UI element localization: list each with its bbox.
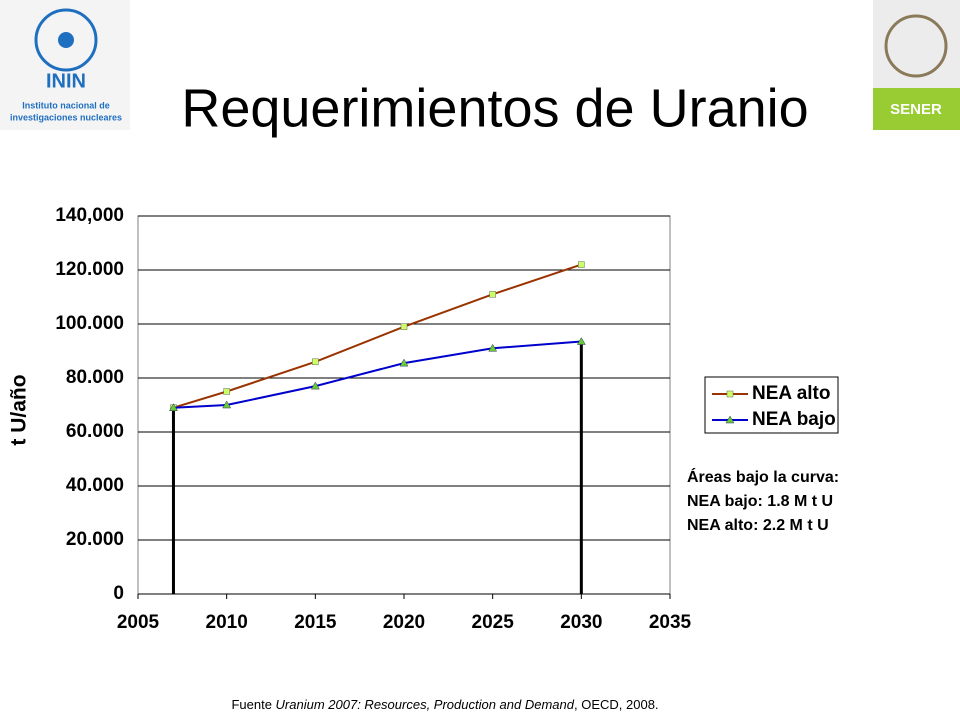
y-tick-label: 80.000 — [66, 367, 124, 388]
marker — [578, 261, 585, 268]
marker — [310, 381, 320, 390]
marker — [169, 403, 178, 411]
marker — [400, 323, 408, 330]
x-tick-label: 2025 — [472, 612, 515, 633]
marker — [222, 400, 232, 409]
y-tick-label: 140,000 — [55, 205, 124, 226]
y-tick-label: 60.000 — [66, 421, 124, 442]
sener-emblem — [884, 14, 948, 78]
y-tick-label: 20.000 — [66, 529, 124, 550]
marker — [489, 291, 496, 298]
inin-emblem — [34, 8, 98, 72]
y-axis-label: t U/año — [8, 374, 31, 445]
legend-marker — [725, 415, 735, 424]
x-tick-label: 2035 — [649, 612, 692, 633]
marker — [223, 388, 230, 395]
annotation: NEA bajo: 1.8 M t U — [687, 493, 833, 510]
legend-marker — [726, 390, 734, 398]
marker — [488, 343, 498, 352]
x-tick-label: 2010 — [206, 612, 248, 633]
y-tick-label: 0 — [113, 583, 124, 604]
x-tick-label: 2020 — [383, 612, 425, 633]
source-prefix: Fuente — [231, 697, 275, 712]
x-tick-label: 2030 — [560, 612, 602, 633]
source-suffix: , OECD, 2008. — [574, 697, 659, 712]
y-tick-label: 100.000 — [55, 313, 124, 334]
y-tick-label: 120.000 — [55, 259, 124, 280]
annotation: NEA alto: 2.2 M t U — [687, 517, 829, 534]
marker — [312, 358, 319, 366]
inin-logo-line: Instituto nacional de — [22, 100, 110, 110]
sener-logo-box — [873, 88, 960, 130]
sener-logo-text: SENER — [890, 101, 942, 118]
inin-logo-line: investigaciones nucleares — [10, 112, 122, 122]
series-line — [173, 340, 582, 409]
source-note: Fuente Uranium 2007: Resources, Producti… — [231, 697, 658, 712]
legend-label: NEA alto — [752, 383, 830, 404]
source-work: Uranium 2007: Resources, Production and … — [276, 697, 575, 712]
legend-box — [704, 376, 839, 434]
inin-emblem-core — [58, 32, 74, 48]
annotation: Áreas bajo la curva: — [687, 467, 839, 486]
y-tick-label: 40.000 — [66, 475, 124, 496]
series-line — [173, 263, 582, 409]
inin-logo-box — [0, 0, 130, 130]
x-tick-label: 2005 — [117, 612, 160, 633]
marker — [576, 337, 586, 345]
inin-logo-text: ININ — [46, 70, 86, 92]
x-tick-label: 2015 — [294, 612, 337, 633]
chart-title: Requerimientos de Uranio — [181, 78, 808, 138]
marker — [399, 358, 409, 367]
legend-label: NEA bajo — [752, 409, 836, 430]
